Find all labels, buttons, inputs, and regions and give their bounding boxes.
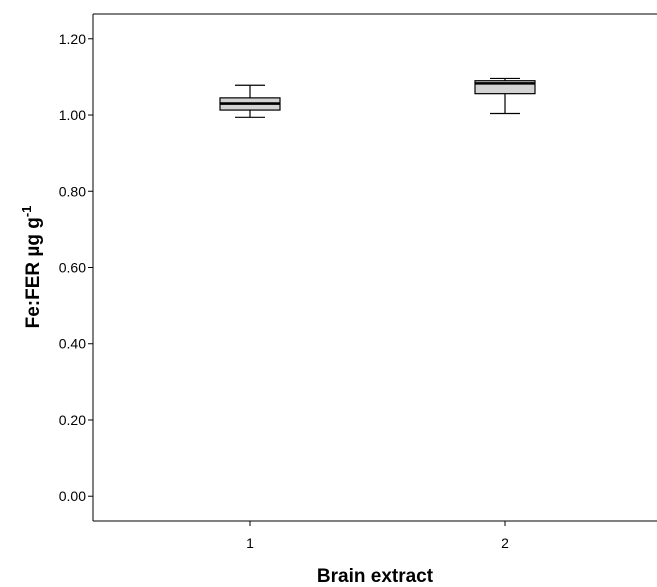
plot-area bbox=[92, 13, 657, 522]
y-axis-title-main: Fe:FER µg g bbox=[23, 217, 44, 328]
y-axis-title: Fe:FER µg g-1 bbox=[19, 206, 44, 329]
box-series bbox=[219, 77, 536, 118]
y-tick-label: 0.40 bbox=[59, 336, 86, 352]
box-2 bbox=[474, 77, 536, 115]
y-tick-label: 0.60 bbox=[59, 260, 86, 276]
x-tick-label: 2 bbox=[501, 535, 509, 551]
y-tick-label: 1.00 bbox=[59, 107, 86, 123]
x-tick-label: 1 bbox=[246, 535, 254, 551]
y-tick-label: 0.00 bbox=[59, 488, 86, 504]
y-tick-label: 0.20 bbox=[59, 412, 86, 428]
x-axis-title: Brain extract bbox=[317, 566, 434, 587]
y-axis-title-superscript: -1 bbox=[19, 206, 34, 218]
box-1 bbox=[219, 84, 281, 118]
y-tick-label: 0.80 bbox=[59, 183, 86, 199]
y-tick-label: 1.20 bbox=[59, 31, 86, 47]
y-axis-ticks: 0.00 0.20 0.40 0.60 0.80 1.00 1.20 bbox=[59, 31, 93, 504]
